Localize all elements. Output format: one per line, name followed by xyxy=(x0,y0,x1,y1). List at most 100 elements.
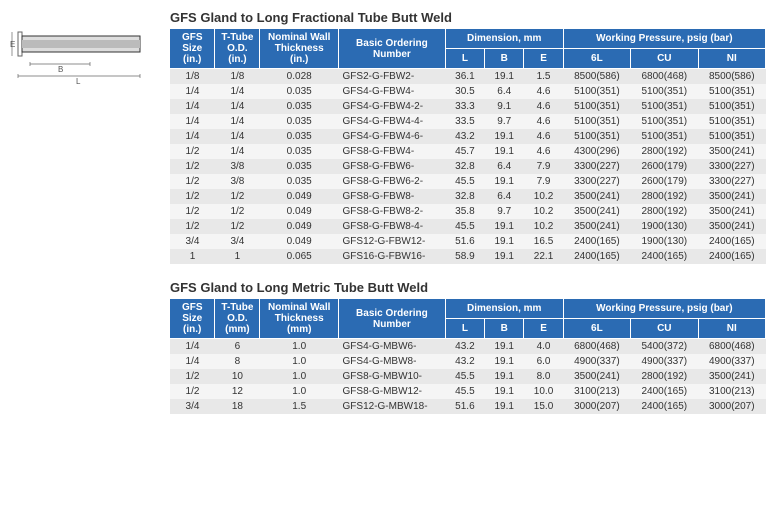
cell-E: 8.0 xyxy=(524,369,563,384)
cell-E: 10.2 xyxy=(524,189,563,204)
cell-CU: 5100(351) xyxy=(631,84,698,99)
cell-CU: 2400(165) xyxy=(631,249,698,264)
cell-6L: 8500(586) xyxy=(563,69,630,85)
cell-6L: 5100(351) xyxy=(563,114,630,129)
cell-6L: 3500(241) xyxy=(563,219,630,234)
cell-bon: GFS8-G-FBW6-2- xyxy=(339,174,446,189)
cell-bon: GFS4-G-FBW4- xyxy=(339,84,446,99)
cell-E: 10.0 xyxy=(524,384,563,399)
th2-B: B xyxy=(485,318,524,338)
th2-CU: CU xyxy=(631,318,698,338)
th2-basic: Basic Ordering Number xyxy=(339,299,446,339)
cell-B: 19.1 xyxy=(485,369,524,384)
table-row: 1/81/80.028GFS2-G-FBW2-36.119.11.58500(5… xyxy=(170,69,766,85)
th-basic: Basic Ordering Number xyxy=(339,29,446,69)
table-row: 1/41/40.035GFS4-G-FBW4-2-33.39.14.65100(… xyxy=(170,99,766,114)
cell-ttube: 1/4 xyxy=(215,144,260,159)
cell-B: 19.1 xyxy=(485,144,524,159)
cell-gfs: 1/2 xyxy=(170,144,215,159)
cell-NI: 3500(241) xyxy=(698,144,766,159)
cell-6L: 3300(227) xyxy=(563,159,630,174)
th2-gfs: GFS Size (in.) xyxy=(170,299,215,339)
cell-nom: 0.028 xyxy=(260,69,339,85)
cell-6L: 3300(227) xyxy=(563,174,630,189)
th2-NI: NI xyxy=(698,318,766,338)
cell-NI: 4900(337) xyxy=(698,354,766,369)
dim-label-B: B xyxy=(58,65,63,74)
cell-nom: 0.035 xyxy=(260,144,339,159)
dim-label-L: L xyxy=(76,77,81,84)
cell-gfs: 1/2 xyxy=(170,174,215,189)
cell-nom: 0.035 xyxy=(260,159,339,174)
cell-6L: 5100(351) xyxy=(563,99,630,114)
cell-ttube: 1 xyxy=(215,249,260,264)
cell-gfs: 1/2 xyxy=(170,189,215,204)
tube-schematic: E B L xyxy=(10,24,155,87)
cell-B: 19.1 xyxy=(485,249,524,264)
cell-E: 4.6 xyxy=(524,84,563,99)
cell-ttube: 3/8 xyxy=(215,174,260,189)
cell-gfs: 1/2 xyxy=(170,219,215,234)
th2-nominal: Nominal Wall Thickness (mm) xyxy=(260,299,339,339)
cell-NI: 8500(586) xyxy=(698,69,766,85)
cell-L: 45.5 xyxy=(445,369,484,384)
cell-CU: 2800(192) xyxy=(631,369,698,384)
cell-NI: 3500(241) xyxy=(698,369,766,384)
cell-CU: 4900(337) xyxy=(631,354,698,369)
cell-nom: 0.049 xyxy=(260,204,339,219)
cell-L: 43.2 xyxy=(445,339,484,355)
cell-nom: 0.035 xyxy=(260,99,339,114)
cell-gfs: 1 xyxy=(170,249,215,264)
cell-E: 16.5 xyxy=(524,234,563,249)
cell-L: 45.7 xyxy=(445,144,484,159)
cell-bon: GFS8-G-FBW6- xyxy=(339,159,446,174)
cell-bon: GFS8-G-MBW12- xyxy=(339,384,446,399)
cell-L: 30.5 xyxy=(445,84,484,99)
table1-title: GFS Gland to Long Fractional Tube Butt W… xyxy=(170,10,766,25)
cell-NI: 5100(351) xyxy=(698,114,766,129)
cell-E: 4.6 xyxy=(524,129,563,144)
cell-NI: 2400(165) xyxy=(698,234,766,249)
cell-bon: GFS12-G-MBW18- xyxy=(339,399,446,414)
cell-nom: 1.0 xyxy=(260,369,339,384)
cell-CU: 2600(179) xyxy=(631,174,698,189)
table-row: 1/461.0GFS4-G-MBW6-43.219.14.06800(468)5… xyxy=(170,339,766,355)
cell-E: 6.0 xyxy=(524,354,563,369)
cell-B: 9.7 xyxy=(485,114,524,129)
cell-ttube: 1/4 xyxy=(215,84,260,99)
table-row: 1/2101.0GFS8-G-MBW10-45.519.18.03500(241… xyxy=(170,369,766,384)
cell-6L: 3500(241) xyxy=(563,204,630,219)
cell-ttube: 18 xyxy=(215,399,260,414)
cell-gfs: 1/4 xyxy=(170,354,215,369)
cell-L: 58.9 xyxy=(445,249,484,264)
dim-label-E: E xyxy=(10,40,15,49)
th-NI: NI xyxy=(698,48,766,68)
cell-bon: GFS4-G-FBW4-2- xyxy=(339,99,446,114)
th2-6L: 6L xyxy=(563,318,630,338)
cell-L: 45.5 xyxy=(445,384,484,399)
cell-6L: 5100(351) xyxy=(563,84,630,99)
table-row: 1/481.0GFS4-G-MBW8-43.219.16.04900(337)4… xyxy=(170,354,766,369)
cell-ttube: 12 xyxy=(215,384,260,399)
cell-L: 43.2 xyxy=(445,129,484,144)
th-B: B xyxy=(485,48,524,68)
cell-B: 6.4 xyxy=(485,84,524,99)
cell-CU: 5100(351) xyxy=(631,99,698,114)
cell-nom: 1.5 xyxy=(260,399,339,414)
cell-E: 7.9 xyxy=(524,159,563,174)
cell-E: 4.6 xyxy=(524,144,563,159)
table-row: 1/21/20.049GFS8-G-FBW8-32.86.410.23500(2… xyxy=(170,189,766,204)
table-row: 1/2121.0GFS8-G-MBW12-45.519.110.03100(21… xyxy=(170,384,766,399)
cell-NI: 2400(165) xyxy=(698,249,766,264)
cell-L: 33.3 xyxy=(445,99,484,114)
table-row: 1/21/40.035GFS8-G-FBW4-45.719.14.64300(2… xyxy=(170,144,766,159)
table-row: 1/23/80.035GFS8-G-FBW6-2-45.519.17.93300… xyxy=(170,174,766,189)
cell-L: 32.8 xyxy=(445,189,484,204)
th-6L: 6L xyxy=(563,48,630,68)
cell-CU: 2800(192) xyxy=(631,144,698,159)
cell-B: 19.1 xyxy=(485,174,524,189)
cell-6L: 2400(165) xyxy=(563,249,630,264)
cell-ttube: 10 xyxy=(215,369,260,384)
cell-NI: 3300(227) xyxy=(698,159,766,174)
cell-6L: 5100(351) xyxy=(563,129,630,144)
